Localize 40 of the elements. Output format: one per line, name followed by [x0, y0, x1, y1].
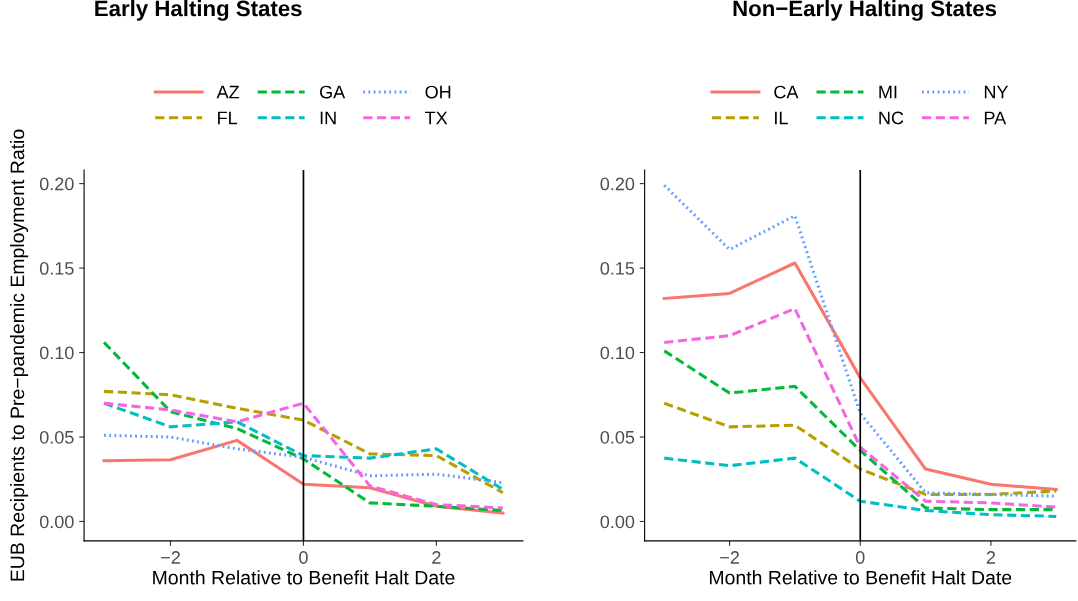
- x-tick-label: 2: [986, 551, 996, 564]
- y-tick-label: 0.15: [39, 262, 74, 275]
- legend-label: IL: [775, 111, 788, 125]
- y-tick-label: 0.15: [600, 262, 635, 275]
- legend-label: TX: [425, 111, 448, 125]
- x-tick-label: 0: [299, 551, 308, 564]
- y-tick-label: 0.05: [600, 430, 635, 444]
- line-series: [102, 401, 505, 510]
- y-tick-label: 0.20: [39, 177, 74, 191]
- line-series: [102, 389, 505, 495]
- legend-label: GA: [320, 85, 346, 99]
- x-tick-label: −2: [720, 551, 739, 564]
- x-axis-title: Month Relative to Benefit Halt Date: [153, 570, 455, 585]
- x-tick-label: 2: [432, 551, 441, 564]
- chart-title: Non−Early Halting States: [733, 0, 997, 21]
- y-tick-label: 0.00: [39, 515, 74, 529]
- line-series: [662, 456, 1058, 518]
- line-series: [662, 401, 1058, 496]
- y-tick-label: 0.05: [39, 430, 74, 444]
- y-axis-title: EUB Recipients to Pre−pandemic Employment Ratio: [9, 129, 29, 581]
- x-tick-label: −2: [161, 551, 180, 564]
- x-tick-label: 0: [855, 551, 865, 564]
- y-tick-label: 0.10: [600, 346, 635, 360]
- legend-label: AZ: [216, 85, 240, 99]
- legend-label: MI: [879, 85, 897, 99]
- legend-label: IN: [320, 111, 336, 125]
- legend-label: CA: [774, 85, 799, 99]
- chart-title: Early Halting States: [95, 0, 302, 21]
- legend-label: OH: [425, 85, 451, 99]
- legend-label: FL: [218, 111, 238, 125]
- line-series: [662, 307, 1058, 509]
- x-axis-title: Month Relative to Benefit Halt Date: [709, 570, 1012, 585]
- line-series: [102, 340, 505, 513]
- y-tick-label: 0.00: [600, 515, 635, 529]
- legend-label: NY: [984, 85, 1009, 99]
- legend-label: NC: [879, 111, 904, 125]
- line-series: [662, 261, 1058, 491]
- legend-label: PA: [984, 111, 1007, 125]
- y-tick-label: 0.20: [600, 177, 635, 191]
- y-tick-label: 0.10: [39, 346, 74, 360]
